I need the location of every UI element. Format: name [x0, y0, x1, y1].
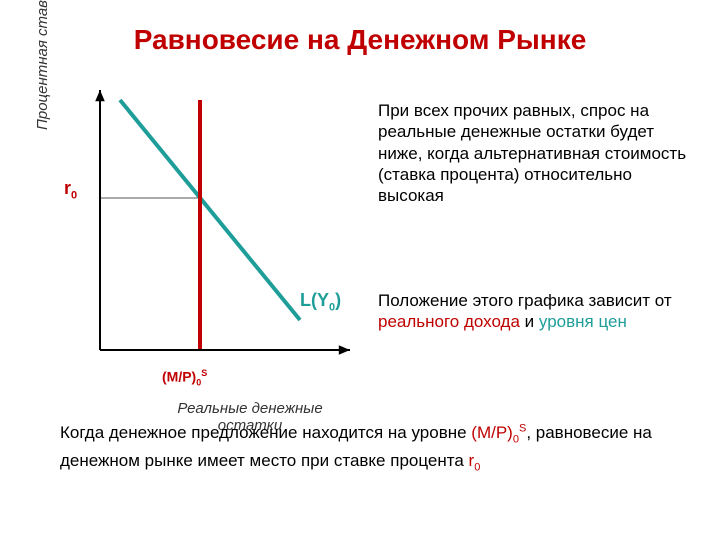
y-axis-label: Процентная ставка: [34, 0, 51, 130]
chart-svg: [60, 80, 360, 370]
para2-income: реального дохода: [378, 312, 520, 331]
bottom-pre: Когда денежное предложение находится на …: [60, 423, 471, 442]
money-market-chart: [60, 80, 360, 370]
demand-curve-label: L(Y0): [300, 290, 341, 314]
bottom-mp: (M/P)0S: [471, 423, 526, 442]
para2-pre: Положение этого графика зависит от: [378, 291, 672, 310]
para2-and: и: [520, 312, 539, 331]
bottom-r0: r0: [469, 451, 481, 470]
paragraph-demand-explanation: При всех прочих равных, спрос на реальны…: [378, 100, 698, 206]
mp-supply-label: (M/P)0S: [162, 368, 207, 387]
slide-title: Равновесие на Денежном Рынке: [0, 24, 720, 56]
r0-label: r0: [64, 178, 77, 202]
paragraph-equilibrium: Когда денежное предложение находится на …: [60, 420, 680, 477]
para2-price: уровня цен: [539, 312, 627, 331]
paragraph-curve-position: Положение этого графика зависит от реаль…: [378, 290, 698, 333]
